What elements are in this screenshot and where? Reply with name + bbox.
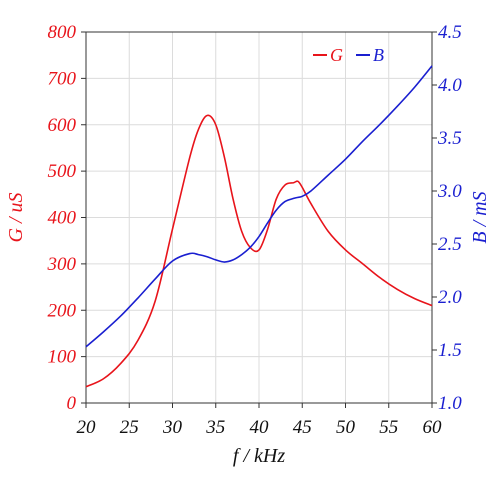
x-tick-label: 40 (250, 417, 270, 438)
left-tick-label: 700 (48, 68, 77, 89)
right-tick-label: 2.0 (438, 287, 462, 308)
x-tick-label: 45 (293, 417, 312, 438)
right-tick-label: 1.0 (438, 393, 462, 414)
series-line-b (85, 65, 433, 348)
left-axis-title: G / uS (5, 193, 27, 243)
left-tick-label: 300 (47, 254, 77, 275)
legend-label-b: B (373, 45, 384, 65)
left-y-axis: 0 100 200 300 400 500 600 700 800 (47, 22, 87, 414)
series-line-g (85, 114, 433, 388)
left-tick-label: 800 (48, 22, 77, 43)
legend-label-g: G (330, 45, 343, 65)
x-axis-title: f / kHz (233, 445, 285, 467)
x-tick-label: 30 (162, 417, 183, 438)
right-tick-label: 4.0 (438, 75, 462, 96)
grid (85, 31, 433, 404)
left-tick-label: 0 (67, 393, 77, 414)
left-tick-label: 200 (48, 300, 77, 321)
right-tick-label: 2.5 (438, 234, 462, 255)
series-layer (85, 65, 433, 388)
right-tick-label: 4.5 (438, 22, 462, 43)
right-tick-label: 3.5 (437, 128, 462, 149)
right-tick-label: 3.0 (437, 181, 462, 202)
left-tick-label: 100 (48, 347, 77, 368)
x-tick-label: 20 (77, 417, 97, 438)
x-tick-label: 25 (120, 417, 139, 438)
right-tick-label: 1.5 (438, 340, 462, 361)
x-tick-label: 50 (336, 417, 356, 438)
right-y-axis: 1.0 1.5 2.0 2.5 3.0 3.5 4.0 4.5 (431, 22, 462, 414)
left-tick-label: 500 (48, 161, 77, 182)
right-axis-title: B / mS (469, 191, 491, 243)
left-tick-label: 600 (48, 115, 77, 136)
x-tick-label: 60 (423, 417, 443, 438)
x-tick-label: 35 (205, 417, 225, 438)
x-tick-label: 55 (379, 417, 398, 438)
left-tick-label: 400 (48, 208, 77, 229)
x-axis: 20 25 30 35 40 45 50 55 60 (77, 403, 443, 438)
